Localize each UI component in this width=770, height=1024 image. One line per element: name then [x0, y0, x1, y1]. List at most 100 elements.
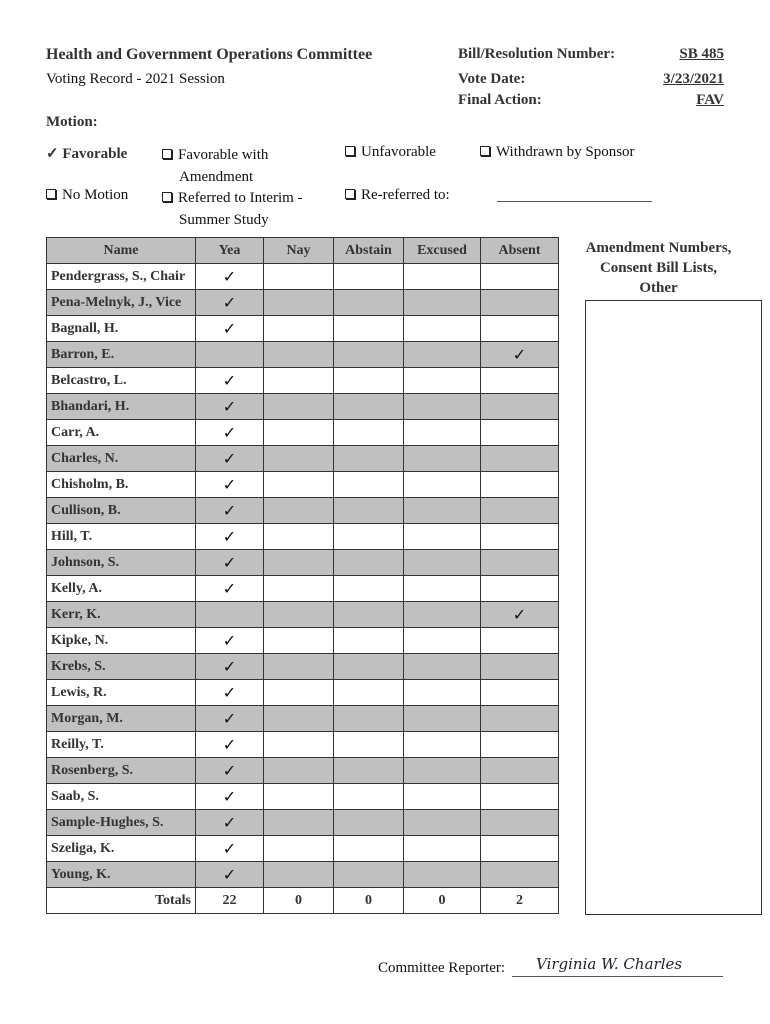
committee-title: Health and Government Operations Committ…: [46, 46, 373, 63]
reporter-label: Committee Reporter:: [378, 960, 506, 976]
motion-label: Motion:: [46, 114, 98, 130]
side-heading-line: Other: [639, 280, 678, 296]
vote-cell: [403, 341, 481, 368]
table-row: Sample-Hughes, S. ✓: [46, 809, 559, 836]
table-row: Pendergrass, S., Chair ✓: [46, 263, 559, 290]
vote-check-icon: ✓: [195, 367, 264, 394]
vote-cell: [333, 679, 404, 706]
vote-check-icon: ✓: [195, 705, 264, 732]
vote-cell: [403, 653, 481, 680]
vote-cell: [333, 653, 404, 680]
checkbox-icon: [345, 146, 355, 156]
date-label: Vote Date:: [458, 71, 526, 87]
vote-check-icon: ✓: [195, 315, 264, 342]
vote-cell: [263, 627, 334, 654]
reporter-signature: Virginia W. Charles: [536, 955, 683, 973]
col-abstain: Abstain: [333, 237, 404, 264]
member-name: Cullison, B.: [46, 497, 196, 524]
vote-check-icon: ✓: [195, 809, 264, 836]
vote-cell: [263, 341, 334, 368]
vote-cell: [480, 445, 559, 472]
checkbox-icon: [46, 189, 56, 199]
rereferred-blank-line: [497, 201, 652, 202]
vote-cell: [480, 367, 559, 394]
side-heading-line: Consent Bill Lists,: [599, 260, 718, 276]
vote-cell: [195, 601, 264, 628]
member-name: Barron, E.: [46, 341, 196, 368]
vote-check-icon: ✓: [195, 471, 264, 498]
col-nay: Nay: [263, 237, 334, 264]
vote-cell: [480, 861, 559, 888]
table-row: Barron, E. ✓: [46, 341, 559, 368]
date-value: 3/23/2021: [663, 71, 724, 87]
vote-cell: [403, 263, 481, 290]
vote-cell: [403, 445, 481, 472]
vote-check-icon: ✓: [195, 757, 264, 784]
vote-cell: [480, 419, 559, 446]
action-label: Final Action:: [458, 92, 542, 108]
col-excused: Excused: [403, 237, 481, 264]
vote-cell: [333, 315, 404, 342]
table-row: Lewis, R. ✓: [46, 679, 559, 706]
vote-check-icon: ✓: [195, 289, 264, 316]
vote-cell: [480, 809, 559, 836]
vote-cell: [480, 315, 559, 342]
vote-cell: [333, 601, 404, 628]
table-row: Krebs, S. ✓: [46, 653, 559, 680]
vote-cell: [333, 497, 404, 524]
vote-cell: [480, 393, 559, 420]
vote-cell: [333, 731, 404, 758]
vote-cell: [263, 367, 334, 394]
table-row: Morgan, M. ✓: [46, 705, 559, 732]
vote-cell: [333, 263, 404, 290]
vote-cell: [403, 315, 481, 342]
vote-cell: [333, 367, 404, 394]
table-row: Chisholm, B. ✓: [46, 471, 559, 498]
member-name: Johnson, S.: [46, 549, 196, 576]
vote-cell: [480, 835, 559, 862]
table-row: Young, K. ✓: [46, 861, 559, 888]
total-value: 0: [333, 887, 404, 914]
vote-cell: [480, 783, 559, 810]
vote-cell: [480, 289, 559, 316]
vote-cell: [480, 575, 559, 602]
table-row: Kipke, N. ✓: [46, 627, 559, 654]
vote-cell: [480, 471, 559, 498]
vote-cell: [263, 653, 334, 680]
vote-cell: [403, 757, 481, 784]
checkbox-icon: [162, 149, 172, 159]
vote-cell: [263, 731, 334, 758]
member-name: Bhandari, H.: [46, 393, 196, 420]
vote-cell: [333, 523, 404, 550]
checkbox-icon: [480, 146, 490, 156]
vote-cell: [333, 289, 404, 316]
table-row: Bagnall, H. ✓: [46, 315, 559, 342]
vote-cell: [403, 497, 481, 524]
vote-check-icon: ✓: [195, 653, 264, 680]
vote-cell: [403, 575, 481, 602]
vote-cell: [403, 835, 481, 862]
vote-cell: [480, 627, 559, 654]
vote-cell: [403, 679, 481, 706]
member-name: Krebs, S.: [46, 653, 196, 680]
member-name: Pena-Melnyk, J., Vice: [46, 289, 196, 316]
vote-cell: [403, 419, 481, 446]
vote-check-icon: ✓: [195, 835, 264, 862]
table-row: Cullison, B. ✓: [46, 497, 559, 524]
motion-unfavorable: Unfavorable: [345, 144, 436, 161]
vote-cell: [403, 289, 481, 316]
vote-check-icon: ✓: [195, 523, 264, 550]
vote-cell: [333, 835, 404, 862]
vote-check-icon: ✓: [195, 731, 264, 758]
vote-cell: [263, 757, 334, 784]
table-row: Saab, S. ✓: [46, 783, 559, 810]
motion-favorable-amendment: Favorable with Amendment: [162, 144, 268, 188]
table-row: Szeliga, K. ✓: [46, 835, 559, 862]
vote-check-icon: ✓: [195, 263, 264, 290]
member-name: Sample-Hughes, S.: [46, 809, 196, 836]
table-row: Belcastro, L. ✓: [46, 367, 559, 394]
col-yea: Yea: [195, 237, 264, 264]
vote-cell: [263, 263, 334, 290]
member-name: Morgan, M.: [46, 705, 196, 732]
